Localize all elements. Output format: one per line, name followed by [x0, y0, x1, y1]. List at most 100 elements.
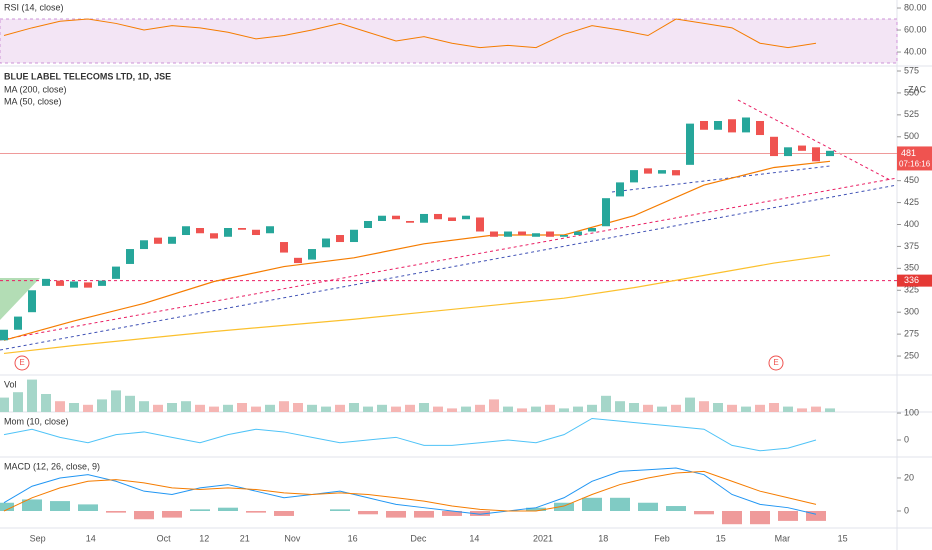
currency: ZAC: [908, 84, 927, 94]
volume-bar: [615, 401, 625, 412]
volume-bar: [139, 401, 149, 412]
candle: [126, 249, 134, 264]
countdown: 07:16:16: [899, 160, 931, 169]
candle: [224, 227, 232, 237]
candle: [406, 220, 414, 223]
candle: [546, 231, 554, 237]
candle: [644, 168, 652, 174]
rsi-label: RSI (14, close): [4, 2, 64, 12]
y-tick-label: 250: [904, 350, 919, 360]
macd-hist: [218, 507, 238, 511]
candle: [770, 136, 778, 157]
volume-bar: [349, 403, 359, 412]
volume-bar: [69, 403, 79, 412]
candle: [728, 119, 736, 133]
macd-hist: [274, 510, 294, 516]
y-tick-label: 450: [904, 175, 919, 185]
rsi-tick-label: 80.00: [904, 2, 927, 12]
macd-hist: [442, 510, 462, 516]
candle: [574, 231, 582, 236]
candle: [686, 123, 694, 165]
candle: [70, 281, 78, 288]
volume-bar: [405, 404, 415, 412]
volume-bar: [125, 395, 135, 412]
candle: [308, 249, 316, 260]
macd-hist: [554, 502, 574, 511]
candle: [798, 145, 806, 151]
candle: [210, 233, 218, 239]
volume-bar: [447, 408, 457, 412]
x-tick-label: 14: [86, 533, 96, 543]
volume-bar: [531, 406, 541, 412]
macd-hist: [106, 510, 126, 513]
x-tick-label: 18: [598, 533, 608, 543]
volume-bar: [643, 404, 653, 412]
macd-tick-label: 20: [904, 472, 914, 482]
candle: [98, 280, 106, 286]
volume-bar: [153, 404, 163, 412]
candle: [630, 170, 638, 183]
volume-bar: [657, 406, 667, 412]
candle: [714, 120, 722, 130]
volume-bar: [755, 404, 765, 412]
macd-hist: [610, 497, 630, 511]
volume-bar: [559, 408, 569, 412]
macd-hist: [162, 510, 182, 518]
candle: [322, 238, 330, 248]
volume-bar: [0, 397, 9, 412]
volume-bar: [517, 408, 527, 412]
volume-bar: [83, 404, 93, 412]
macd-hist: [526, 507, 546, 511]
volume-bar: [545, 404, 555, 412]
mom-tick-label: 0: [904, 434, 909, 444]
price-tag-label: 481: [901, 148, 916, 158]
vol-label: Vol: [4, 379, 17, 389]
volume-bar: [699, 401, 709, 412]
indicator-line: [3, 417, 817, 452]
x-tick-label: 16: [348, 533, 358, 543]
candle: [742, 117, 750, 133]
moving-average: [3, 160, 831, 341]
volume-bar: [55, 401, 65, 412]
volume-bar: [685, 397, 695, 412]
candle: [602, 198, 610, 227]
y-tick-label: 550: [904, 87, 919, 97]
candle: [448, 217, 456, 221]
candle: [462, 215, 470, 220]
volume-bar: [335, 404, 345, 412]
candle: [0, 329, 8, 341]
candle: [588, 227, 596, 232]
y-tick-label: 325: [904, 285, 919, 295]
earnings-icon: [768, 355, 784, 371]
volume-bar: [601, 395, 611, 412]
chart-title: BLUE LABEL TELECOMS LTD, 1D, JSE: [4, 71, 171, 81]
volume-bar: [251, 406, 261, 412]
mom-tick-label: 100: [904, 407, 919, 417]
indicator-line: [3, 467, 817, 515]
candle: [14, 316, 22, 330]
volume-bar: [363, 406, 373, 412]
candle: [560, 235, 568, 237]
candle: [294, 257, 302, 264]
volume-bar: [811, 406, 821, 412]
y-tick-label: 375: [904, 241, 919, 251]
volume-bar: [713, 403, 723, 412]
y-tick-label: 400: [904, 219, 919, 229]
x-tick-label: 2021: [533, 533, 553, 543]
candle: [812, 147, 820, 162]
volume-bar: [111, 390, 121, 412]
volume-bar: [293, 403, 303, 412]
candle: [784, 147, 792, 157]
candle: [336, 235, 344, 243]
volume-bar: [797, 408, 807, 412]
candle: [182, 226, 190, 236]
volume-bar: [783, 406, 793, 412]
y-tick-label: 350: [904, 263, 919, 273]
indicator-line: [3, 18, 817, 49]
volume-bar: [27, 379, 37, 412]
macd-hist: [246, 510, 266, 513]
price-tag: [897, 146, 932, 171]
macd-hist: [582, 497, 602, 511]
